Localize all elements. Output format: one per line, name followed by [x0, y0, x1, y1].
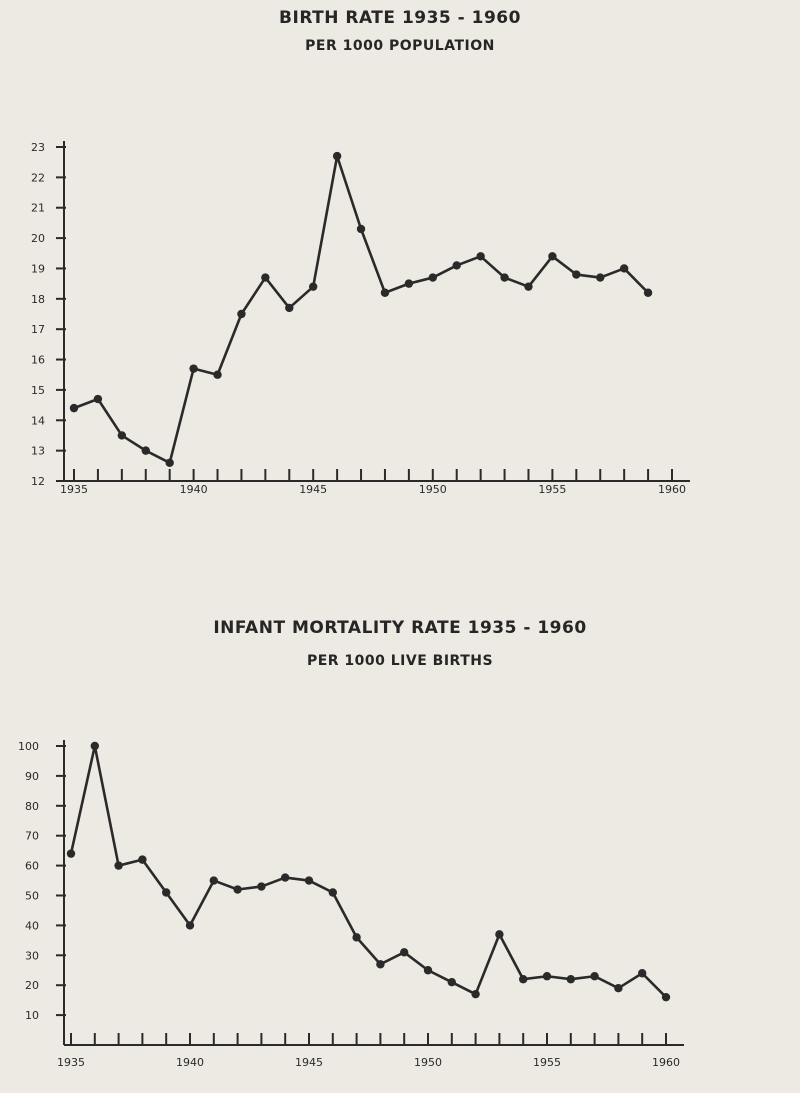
birth-data-point	[189, 364, 198, 373]
infant-data-point	[162, 888, 171, 897]
birth-chart-title: BIRTH RATE 1935 - 1960	[279, 8, 521, 28]
birth-x-tick-label: 1960	[658, 483, 686, 496]
birth-data-point	[428, 273, 437, 282]
infant-y-tick-label: 30	[25, 949, 39, 962]
infant-data-point	[281, 873, 290, 882]
birth-data-point	[452, 261, 461, 270]
birth-y-tick-label: 22	[31, 171, 45, 184]
infant-y-tick-label: 50	[25, 890, 39, 903]
infant-data-point	[352, 933, 361, 942]
infant-data-point	[185, 921, 195, 930]
infant-data-point	[542, 972, 552, 981]
birth-data-point	[524, 282, 533, 291]
birth-x-tick-label: 1935	[60, 483, 88, 496]
birth-x-tick-label: 1950	[419, 483, 447, 496]
birth-x-tick-label: 1940	[180, 483, 208, 496]
birth-data-point	[380, 288, 390, 297]
birth-data-point	[141, 446, 150, 455]
birth-x-tick-label: 1955	[538, 483, 566, 496]
birth-y-tick-label: 20	[31, 232, 45, 245]
birth-y-tick-label: 16	[31, 354, 45, 367]
infant-data-point	[519, 975, 528, 984]
infant-data-point	[114, 861, 123, 870]
birth-y-tick-label: 17	[31, 323, 45, 336]
birth-y-tick-label: 21	[31, 202, 45, 215]
birth-y-tick-label: 13	[31, 445, 45, 458]
birth-data-point	[476, 252, 485, 261]
infant-x-tick-label: 1960	[652, 1056, 680, 1069]
birth-data-point	[404, 279, 414, 288]
infant-data-point	[471, 989, 480, 999]
birth-chart-subtitle: PER 1000 POPULATION	[305, 38, 495, 54]
birth-data-point	[356, 224, 366, 234]
infant-chart-title: INFANT MORTALITY RATE 1935 - 1960	[213, 618, 587, 638]
infant-data-point	[400, 948, 409, 957]
birth-data-point	[596, 273, 605, 282]
infant-y-tick-label: 90	[25, 770, 39, 783]
birth-data-point	[93, 394, 103, 404]
infant-data-point	[423, 966, 433, 975]
birth-y-tick-label: 12	[31, 475, 45, 488]
birth-data-point	[117, 431, 127, 440]
birth-y-tick-label: 18	[31, 293, 45, 306]
birth-data-point	[213, 370, 222, 379]
birth-data-point	[285, 303, 294, 313]
birth-y-tick-label: 14	[31, 414, 45, 427]
infant-chart-subtitle: PER 1000 LIVE BIRTHS	[306, 653, 494, 669]
birth-data-point	[619, 264, 629, 273]
birth-y-tick-label: 15	[31, 384, 45, 397]
infant-y-tick-label: 100	[18, 740, 39, 753]
infant-data-point	[209, 876, 218, 885]
birth-rate-chart: 12 13 14 15 16 17 18 19 20 21 22 23 1935 1940 1945 1950…	[31, 141, 690, 496]
infant-data-point	[66, 849, 76, 858]
infant-data-point	[495, 930, 504, 939]
infant-data-point	[661, 992, 671, 1002]
birth-data-point	[237, 309, 246, 319]
birth-data-point	[500, 273, 509, 282]
birth-data-point	[548, 252, 557, 261]
birth-data-point	[332, 151, 342, 161]
infant-data-point	[590, 972, 599, 981]
birth-data-point	[643, 288, 653, 297]
birth-data-point	[309, 282, 318, 291]
infant-x-tick-label: 1940	[176, 1056, 204, 1069]
infant-y-tick-label: 10	[25, 1009, 39, 1022]
infant-data-point	[614, 983, 623, 993]
infant-data-point	[638, 969, 647, 978]
infant-data-point	[233, 885, 242, 894]
infant-x-tick-label: 1935	[57, 1056, 85, 1069]
infant-data-point	[90, 741, 100, 751]
infant-y-tick-label: 60	[25, 860, 39, 873]
infant-data-point	[328, 888, 337, 897]
infant-y-tick-label: 20	[25, 979, 39, 992]
infant-y-tick-label: 40	[25, 919, 39, 932]
infant-y-tick-label: 70	[25, 830, 39, 843]
birth-data-point	[165, 458, 174, 467]
birth-data-point	[572, 270, 581, 279]
birth-data-point	[69, 403, 79, 413]
infant-data-point	[376, 960, 385, 969]
birth-y-tick-label: 19	[31, 262, 45, 275]
infant-data-point	[566, 975, 575, 984]
birth-data-point	[261, 273, 270, 282]
infant-data-point	[257, 882, 266, 891]
infant-series-line	[69, 744, 667, 999]
birth-x-tick-label: 1945	[299, 483, 327, 496]
infant-x-tick-label: 1945	[295, 1056, 323, 1069]
infant-x-tick-label: 1950	[414, 1056, 442, 1069]
infant-x-tick-label: 1955	[533, 1056, 561, 1069]
infant-data-point	[304, 876, 314, 885]
birth-y-tick-label: 23	[31, 141, 45, 154]
infant-data-point	[138, 855, 147, 864]
infant-y-tick-label: 80	[25, 800, 39, 813]
infant-data-point	[447, 978, 456, 987]
